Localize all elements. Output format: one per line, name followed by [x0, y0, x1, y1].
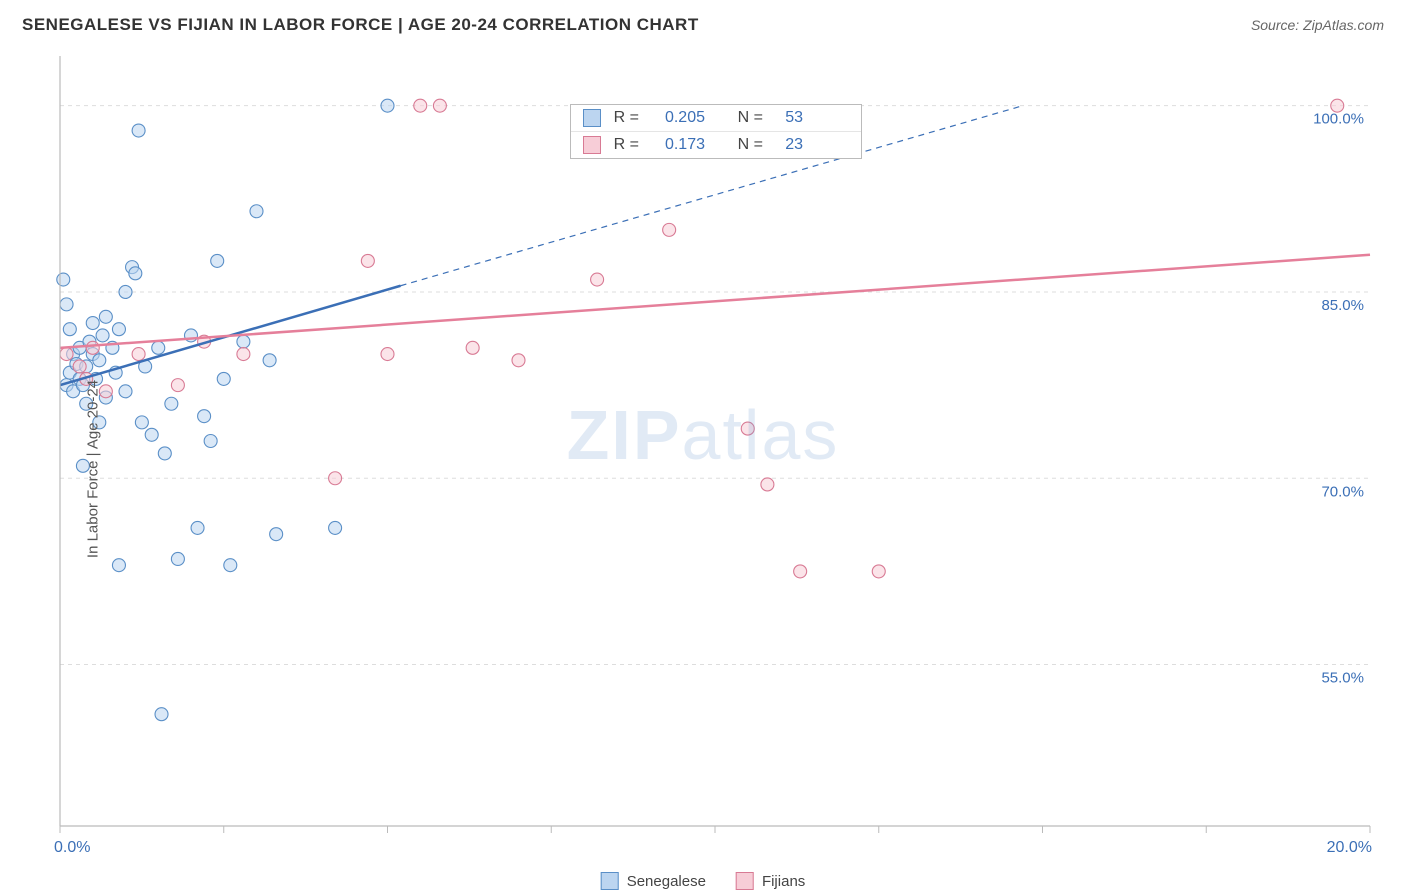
data-point [381, 348, 394, 361]
legend-item: Senegalese [601, 872, 706, 890]
data-point [414, 99, 427, 112]
svg-text:20.0%: 20.0% [1327, 839, 1372, 856]
data-point [60, 298, 73, 311]
data-point [211, 254, 224, 267]
data-point [263, 354, 276, 367]
svg-text:0.0%: 0.0% [54, 839, 90, 856]
data-point [466, 341, 479, 354]
svg-text:85.0%: 85.0% [1321, 297, 1364, 314]
data-point [361, 254, 374, 267]
data-point [63, 323, 76, 336]
n-label: N = [735, 109, 763, 127]
data-point [1331, 99, 1344, 112]
stats-row: R = 0.205 N = 53 [571, 105, 861, 131]
data-point [165, 397, 178, 410]
data-point [135, 416, 148, 429]
data-point [96, 329, 109, 342]
data-point [433, 99, 446, 112]
scatter-chart: 55.0% 70.0% 85.0% 100.0% 0.0% 20.0% [0, 46, 1406, 856]
svg-text:55.0%: 55.0% [1321, 670, 1364, 687]
data-point [152, 341, 165, 354]
stats-row: R = 0.173 N = 23 [571, 131, 861, 158]
n-value: 23 [773, 136, 803, 154]
data-point [204, 435, 217, 448]
data-point [171, 379, 184, 392]
legend-label: Fijians [762, 873, 805, 890]
data-point [129, 267, 142, 280]
legend-swatch [583, 109, 601, 127]
data-point [224, 559, 237, 572]
data-point [60, 348, 73, 361]
data-point [741, 422, 754, 435]
data-point [512, 354, 525, 367]
data-point [794, 565, 807, 578]
legend-label: Senegalese [627, 873, 706, 890]
n-value: 53 [773, 109, 803, 127]
svg-text:100.0%: 100.0% [1313, 111, 1364, 128]
data-point [86, 341, 99, 354]
chart-title: SENEGALESE VS FIJIAN IN LABOR FORCE | AG… [22, 15, 699, 35]
chart-area: In Labor Force | Age 20-24 55.0% 70.0% 85.… [0, 46, 1406, 892]
legend-swatch [583, 136, 601, 154]
data-point [872, 565, 885, 578]
data-point [119, 385, 132, 398]
legend-swatch [736, 872, 754, 890]
data-point [112, 323, 125, 336]
data-point [132, 348, 145, 361]
data-point [270, 528, 283, 541]
legend-bottom: Senegalese Fijians [601, 872, 806, 890]
data-point [237, 348, 250, 361]
data-point [663, 223, 676, 236]
y-axis-label: In Labor Force | Age 20-24 [85, 380, 102, 558]
data-point [86, 317, 99, 330]
data-point [119, 285, 132, 298]
data-point [591, 273, 604, 286]
r-label: R = [611, 109, 639, 127]
data-point [93, 354, 106, 367]
data-point [198, 410, 211, 423]
svg-text:70.0%: 70.0% [1321, 483, 1364, 500]
data-point [145, 428, 158, 441]
r-value: 0.173 [649, 136, 705, 154]
data-point [329, 472, 342, 485]
source-label: Source: ZipAtlas.com [1251, 17, 1384, 33]
n-label: N = [735, 136, 763, 154]
data-point [250, 205, 263, 218]
data-point [73, 360, 86, 373]
data-point [217, 372, 230, 385]
data-point [132, 124, 145, 137]
data-point [237, 335, 250, 348]
data-point [761, 478, 774, 491]
data-point [57, 273, 70, 286]
data-point [112, 559, 125, 572]
r-value: 0.205 [649, 109, 705, 127]
data-point [158, 447, 171, 460]
legend-swatch [601, 872, 619, 890]
data-point [171, 552, 184, 565]
data-point [329, 521, 342, 534]
legend-item: Fijians [736, 872, 805, 890]
data-point [381, 99, 394, 112]
r-label: R = [611, 136, 639, 154]
data-point [155, 708, 168, 721]
data-point [99, 310, 112, 323]
data-point [191, 521, 204, 534]
stats-legend-box: R = 0.205 N = 53 R = 0.173 N = 23 [570, 104, 862, 159]
